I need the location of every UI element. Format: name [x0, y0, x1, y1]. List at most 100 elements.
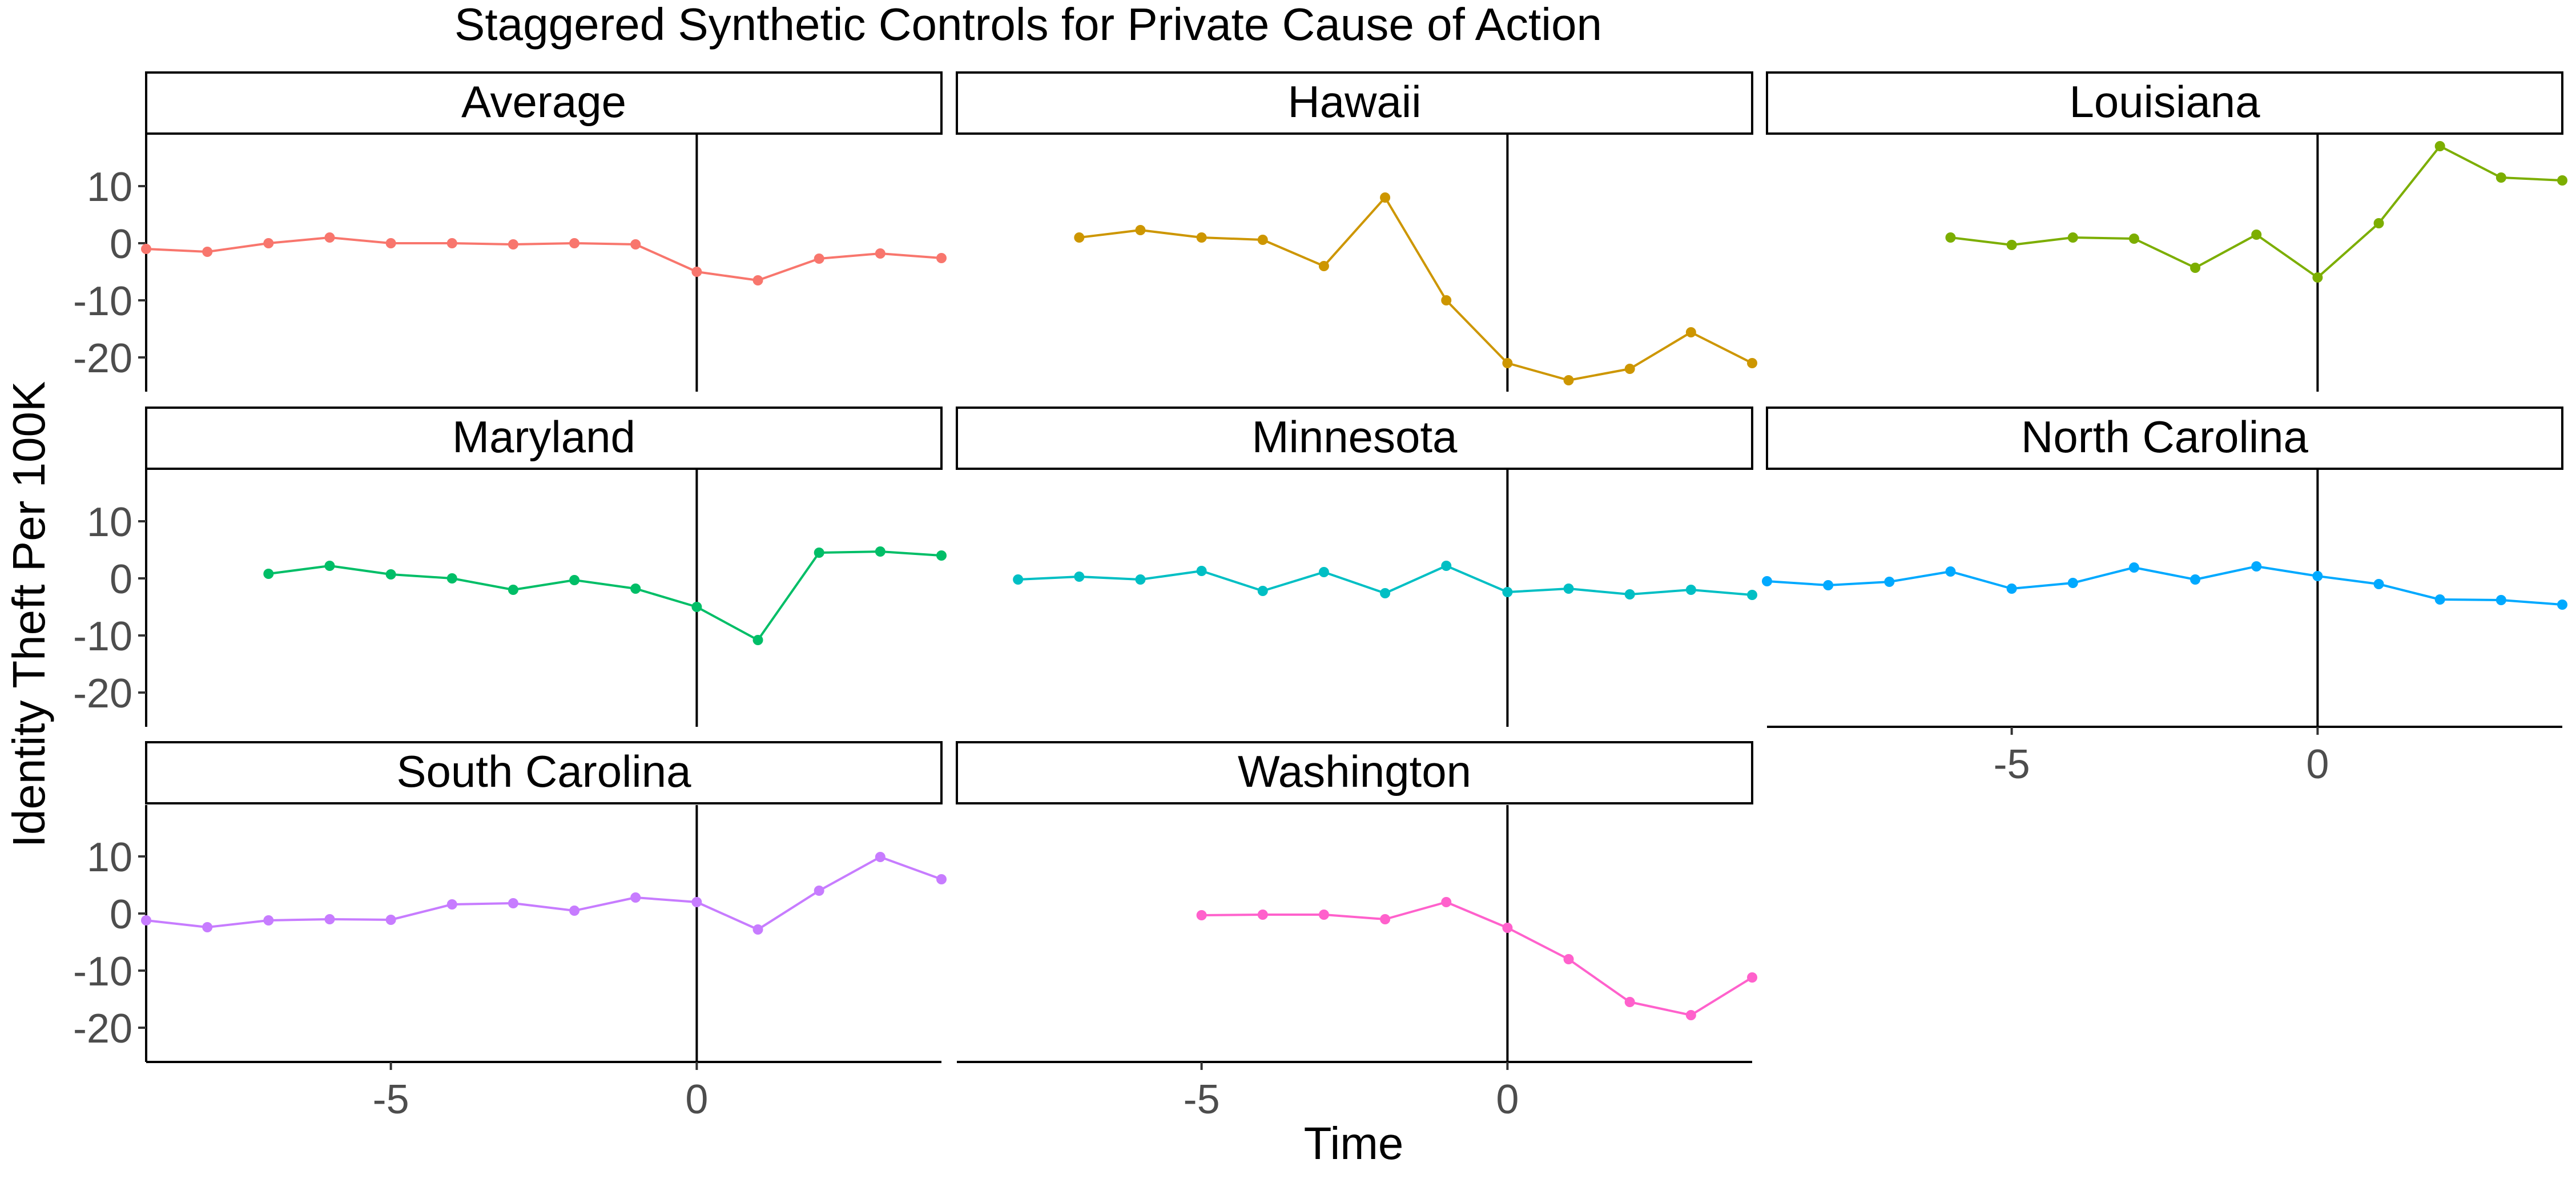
- data-point-louisiana: [2312, 272, 2323, 283]
- data-point-north-carolina: [2434, 594, 2445, 605]
- series-line-average: [146, 236, 942, 281]
- data-point-hawaii: [1196, 232, 1207, 243]
- y-tick-label-maryland: -20: [73, 671, 132, 717]
- data-point-north-carolina: [2128, 562, 2139, 573]
- panel-strip-washington: [956, 741, 1753, 804]
- series-line-north-carolina: [1766, 565, 2563, 606]
- data-point-louisiana: [2496, 172, 2506, 183]
- data-point-maryland: [936, 550, 947, 561]
- panel-minnesota: Minnesota: [956, 407, 1757, 727]
- data-point-south-carolina: [508, 898, 518, 908]
- data-point-minnesota: [1624, 589, 1635, 599]
- data-point-average: [324, 232, 335, 243]
- data-point-north-carolina: [1762, 576, 1772, 586]
- data-point-louisiana: [2251, 230, 2262, 240]
- data-point-washington: [1380, 914, 1391, 924]
- data-point-louisiana: [2006, 240, 2017, 250]
- data-point-hawaii: [1257, 235, 1268, 245]
- data-point-hawaii: [1318, 261, 1329, 271]
- data-point-washington: [1624, 997, 1635, 1007]
- data-point-south-carolina: [202, 922, 213, 932]
- data-point-south-carolina: [263, 915, 274, 926]
- data-point-washington: [1502, 923, 1513, 933]
- data-point-minnesota: [1380, 588, 1391, 598]
- data-point-washington: [1318, 910, 1329, 920]
- panel-strip-south-carolina: [145, 741, 943, 804]
- panel-strip-label-washington: Washington: [1238, 746, 1471, 796]
- y-tick-label-average: 10: [87, 164, 132, 210]
- data-point-minnesota: [1013, 574, 1024, 585]
- panel-strip-label-south-carolina: South Carolina: [397, 746, 692, 796]
- data-point-hawaii: [1747, 358, 1757, 368]
- y-tick-label-average: -20: [73, 336, 132, 381]
- x-tick-label-washington: 0: [1496, 1077, 1519, 1122]
- data-point-average: [141, 244, 151, 254]
- y-tick-label-average: 0: [110, 222, 132, 267]
- y-tick-label-south-carolina: -20: [73, 1006, 132, 1052]
- data-point-hawaii: [1563, 375, 1574, 385]
- data-point-hawaii: [1380, 192, 1391, 203]
- panel-strip-minnesota: [956, 407, 1753, 470]
- panel-strip-label-hawaii: Hawaii: [1287, 77, 1421, 127]
- data-point-louisiana: [2434, 141, 2445, 151]
- data-point-minnesota: [1318, 567, 1329, 577]
- data-point-average: [814, 254, 824, 264]
- data-point-north-carolina: [2006, 584, 2017, 594]
- data-point-minnesota: [1563, 584, 1574, 594]
- data-point-average: [446, 238, 457, 248]
- panel-maryland: Maryland 10 0 -10 -20: [73, 407, 947, 727]
- data-point-hawaii: [1074, 232, 1085, 243]
- data-point-south-carolina: [569, 906, 580, 916]
- data-point-north-carolina: [2373, 579, 2384, 589]
- data-point-north-carolina: [2496, 595, 2506, 605]
- data-point-average: [752, 275, 763, 285]
- panel-strip-louisiana: [1766, 71, 2563, 135]
- data-point-minnesota: [1257, 586, 1268, 596]
- data-point-minnesota: [1502, 587, 1513, 597]
- data-point-louisiana: [2557, 175, 2567, 186]
- data-point-maryland: [263, 569, 274, 579]
- data-point-south-carolina: [324, 914, 335, 924]
- panel-hawaii: Hawaii: [956, 71, 1757, 392]
- data-point-minnesota: [1196, 566, 1207, 576]
- data-point-minnesota: [1135, 574, 1146, 585]
- data-point-south-carolina: [875, 852, 886, 862]
- data-point-washington: [1196, 910, 1207, 920]
- data-point-washington: [1257, 910, 1268, 920]
- x-tick-label-washington: -5: [1184, 1077, 1220, 1122]
- x-axis-label: Time: [1304, 1118, 1404, 1169]
- y-tick-label-maryland: -10: [73, 614, 132, 659]
- data-point-maryland: [508, 585, 518, 595]
- data-point-south-carolina: [752, 924, 763, 935]
- data-point-maryland: [630, 584, 641, 594]
- panel-average: Average 10 0 -10 -20: [73, 71, 947, 392]
- data-point-minnesota: [1747, 590, 1757, 600]
- data-point-south-carolina: [814, 886, 824, 896]
- series-line-washington: [1201, 901, 1753, 1016]
- data-point-north-carolina: [2251, 561, 2262, 572]
- panel-north-carolina: North Carolina -5 0: [1762, 407, 2567, 787]
- data-point-louisiana: [2067, 232, 2078, 243]
- data-point-average: [630, 239, 641, 250]
- data-point-south-carolina: [446, 899, 457, 910]
- y-axis-label: Identity Theft Per 100K: [3, 381, 54, 848]
- panel-south-carolina: South Carolina 10 0 -10 -20 -5 0: [73, 741, 947, 1122]
- y-tick-label-south-carolina: 10: [87, 835, 132, 880]
- data-point-north-carolina: [2557, 599, 2567, 610]
- y-tick-label-maryland: 10: [87, 500, 132, 545]
- data-point-louisiana: [2190, 263, 2201, 273]
- data-point-average: [385, 238, 396, 248]
- panel-louisiana: Louisiana: [1766, 71, 2567, 392]
- data-point-louisiana: [2373, 218, 2384, 228]
- y-tick-label-south-carolina: 0: [110, 892, 132, 937]
- data-point-north-carolina: [2190, 574, 2201, 585]
- panel-strip-average: [145, 71, 943, 135]
- data-point-north-carolina: [2067, 578, 2078, 588]
- panel-washington: Washington -5 0: [956, 741, 1757, 1122]
- data-point-south-carolina: [385, 915, 396, 925]
- data-point-average: [875, 248, 886, 259]
- data-point-south-carolina: [141, 915, 151, 926]
- panel-strip-hawaii: [956, 71, 1753, 135]
